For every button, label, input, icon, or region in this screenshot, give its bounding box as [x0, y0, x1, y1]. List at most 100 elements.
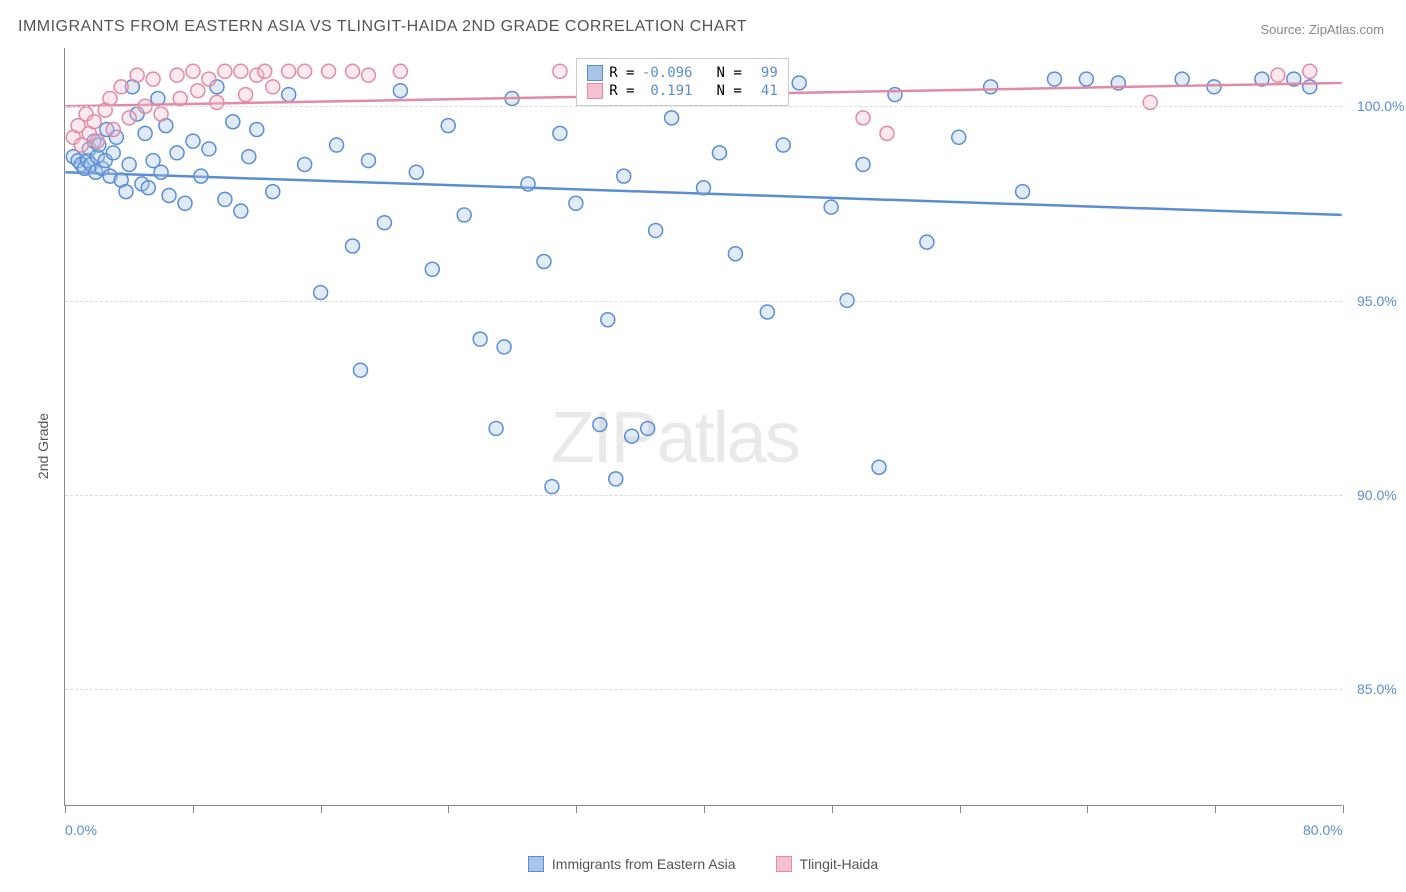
data-point [569, 196, 583, 210]
data-point [377, 216, 391, 230]
data-point [106, 146, 120, 160]
data-point [353, 363, 367, 377]
data-point [553, 64, 567, 78]
data-point [712, 146, 726, 160]
legend-bottom: Immigrants from Eastern Asia Tlingit-Hai… [0, 856, 1406, 872]
legend-n-value: 99 [748, 65, 778, 81]
xtick [576, 805, 577, 813]
data-point [298, 157, 312, 171]
data-point [106, 123, 120, 137]
ytick-label: 95.0% [1357, 293, 1397, 309]
data-point [202, 72, 216, 86]
data-point [776, 138, 790, 152]
data-point [90, 134, 104, 148]
data-point [234, 64, 248, 78]
data-point [162, 189, 176, 203]
ytick-label: 85.0% [1357, 681, 1397, 697]
xtick-label-max: 80.0% [1303, 822, 1343, 838]
data-point [425, 262, 439, 276]
data-point [122, 111, 136, 125]
ytick-label: 90.0% [1357, 487, 1397, 503]
yaxis-label: 2nd Grade [35, 413, 51, 479]
data-point [322, 64, 336, 78]
data-point [617, 169, 631, 183]
data-point [792, 76, 806, 90]
xtick-label-min: 0.0% [65, 822, 97, 838]
data-point [258, 64, 272, 78]
legend-correlation: R = -0.096 N = 99 R = 0.191 N = 41 [576, 58, 789, 106]
data-point [601, 313, 615, 327]
xtick [1215, 805, 1216, 813]
data-point [728, 247, 742, 261]
data-point [361, 154, 375, 168]
data-point [1303, 64, 1317, 78]
gridline [65, 106, 1342, 107]
data-point [266, 185, 280, 199]
data-point [178, 196, 192, 210]
data-point [473, 332, 487, 346]
data-point [625, 429, 639, 443]
chart-svg [65, 48, 1342, 805]
legend-swatch [587, 83, 603, 99]
data-point [218, 64, 232, 78]
legend-r-label: R = [609, 65, 634, 81]
legend-row: R = 0.191 N = 41 [587, 83, 778, 99]
data-point [218, 192, 232, 206]
gridline [65, 495, 1342, 496]
legend-swatch [587, 65, 603, 81]
source-label: Source: ZipAtlas.com [1260, 22, 1384, 37]
data-point [114, 80, 128, 94]
data-point [489, 421, 503, 435]
data-point [888, 88, 902, 102]
data-point [409, 165, 423, 179]
data-point [872, 460, 886, 474]
data-point [545, 480, 559, 494]
data-point [760, 305, 774, 319]
plot-area: ZIPatlas R = -0.096 N = 99 R = 0.191 N =… [64, 48, 1342, 806]
data-point [1079, 72, 1093, 86]
data-point [330, 138, 344, 152]
data-point [457, 208, 471, 222]
data-point [984, 80, 998, 94]
data-point [250, 123, 264, 137]
data-point [497, 340, 511, 354]
xtick [448, 805, 449, 813]
xtick [193, 805, 194, 813]
data-point [553, 126, 567, 140]
data-point [154, 165, 168, 179]
data-point [346, 239, 360, 253]
xtick [832, 805, 833, 813]
legend-n-value: 41 [748, 83, 778, 99]
data-point [226, 115, 240, 129]
xtick [704, 805, 705, 813]
data-point [1207, 80, 1221, 94]
data-point [441, 119, 455, 133]
data-point [1175, 72, 1189, 86]
data-point [122, 157, 136, 171]
data-point [202, 142, 216, 156]
data-point [239, 88, 253, 102]
data-point [521, 177, 535, 191]
data-point [880, 126, 894, 140]
data-point [141, 181, 155, 195]
data-point [856, 111, 870, 125]
data-point [138, 126, 152, 140]
legend-r-value: 0.191 [640, 83, 692, 99]
data-point [1047, 72, 1061, 86]
data-point [154, 107, 168, 121]
xtick [65, 805, 66, 813]
data-point [920, 235, 934, 249]
data-point [170, 68, 184, 82]
gridline [65, 689, 1342, 690]
gridline [65, 301, 1342, 302]
data-point [242, 150, 256, 164]
data-point [1271, 68, 1285, 82]
data-point [649, 223, 663, 237]
legend-r-value: -0.096 [640, 65, 692, 81]
data-point [952, 130, 966, 144]
data-point [665, 111, 679, 125]
chart-title: IMMIGRANTS FROM EASTERN ASIA VS TLINGIT-… [18, 18, 747, 36]
data-point [593, 418, 607, 432]
data-point [298, 64, 312, 78]
data-point [191, 84, 205, 98]
